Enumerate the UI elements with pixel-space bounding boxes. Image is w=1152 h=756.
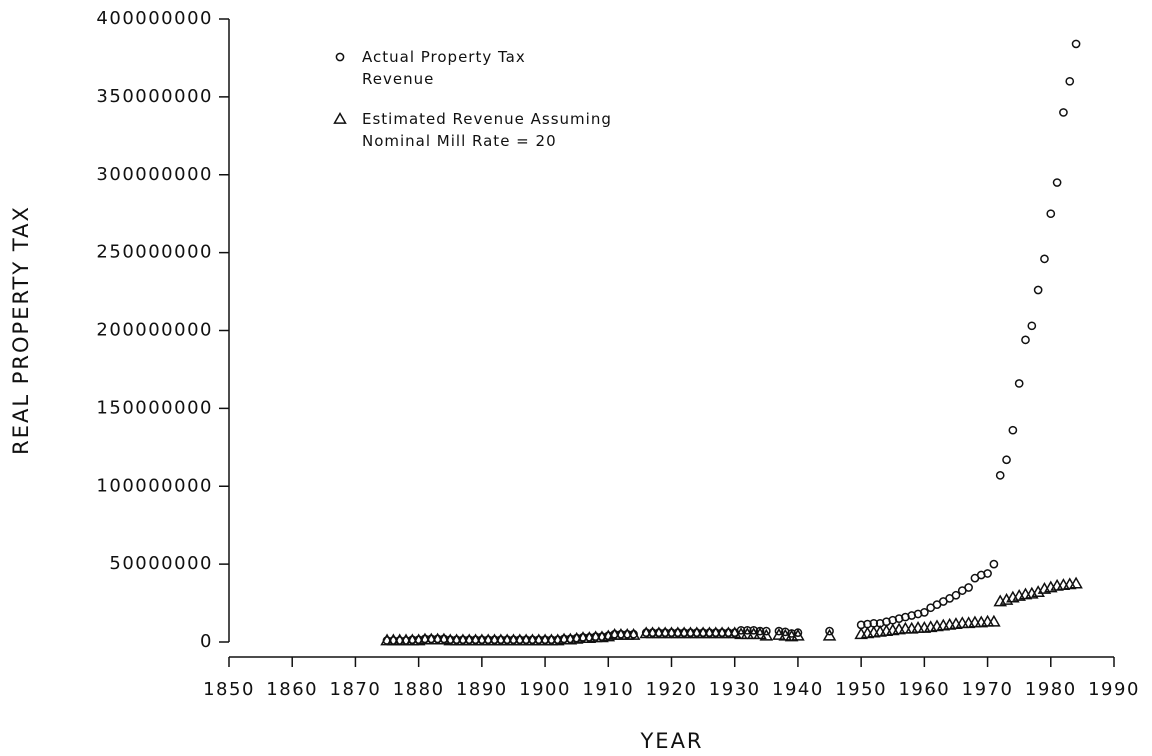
data-point bbox=[822, 628, 837, 641]
data-point bbox=[1021, 335, 1030, 345]
data-point bbox=[1031, 585, 1045, 598]
x-tick-label: 1910 bbox=[582, 679, 634, 700]
legend-label: Estimated Revenue Assuming Nominal Mill … bbox=[362, 110, 612, 150]
x-tick-label: 1900 bbox=[519, 679, 571, 700]
data-point bbox=[727, 626, 742, 639]
data-point bbox=[920, 608, 929, 617]
data-point bbox=[995, 470, 1005, 480]
data-point bbox=[736, 625, 746, 635]
x-tick-label: 1980 bbox=[1025, 679, 1077, 700]
legend-label: Actual Property Tax Revenue bbox=[362, 48, 526, 88]
legend-marker bbox=[335, 52, 345, 62]
data-point bbox=[772, 627, 786, 640]
data-point bbox=[1046, 209, 1056, 219]
x-tick-label: 1890 bbox=[456, 679, 508, 700]
data-point bbox=[761, 626, 771, 636]
data-point bbox=[983, 569, 992, 578]
data-point bbox=[774, 626, 784, 636]
x-tick-label: 1940 bbox=[772, 679, 824, 700]
data-point bbox=[759, 628, 774, 641]
data-point bbox=[1059, 108, 1068, 117]
x-axis-label: YEAR bbox=[639, 729, 703, 753]
x-tick-label: 1870 bbox=[330, 679, 382, 700]
data-point bbox=[1014, 379, 1024, 388]
data-point bbox=[1040, 254, 1049, 264]
data-point bbox=[626, 627, 641, 640]
y-tick-label: 100000000 bbox=[96, 475, 213, 496]
data-point bbox=[951, 590, 961, 600]
x-tick-label: 1860 bbox=[266, 679, 318, 700]
y-tick-label: 50000000 bbox=[109, 553, 213, 574]
x-tick-label: 1930 bbox=[709, 679, 761, 700]
x-tick-label: 1990 bbox=[1088, 679, 1140, 700]
data-point bbox=[1027, 321, 1037, 331]
data-point bbox=[1008, 425, 1018, 435]
data-point bbox=[753, 627, 767, 640]
data-point bbox=[1065, 76, 1075, 86]
data-point bbox=[1033, 285, 1043, 295]
legend-marker bbox=[333, 111, 347, 124]
data-point bbox=[778, 628, 793, 641]
x-tick-label: 1920 bbox=[646, 679, 698, 700]
x-tick-label: 1850 bbox=[203, 679, 255, 700]
data-point bbox=[1052, 178, 1062, 187]
y-tick-label: 0 bbox=[200, 631, 213, 652]
y-tick-label: 400000000 bbox=[96, 8, 213, 29]
data-point bbox=[791, 628, 805, 641]
data-point bbox=[1071, 39, 1081, 49]
y-tick-label: 250000000 bbox=[96, 242, 213, 263]
x-tick-label: 1950 bbox=[835, 679, 887, 700]
y-tick-label: 300000000 bbox=[96, 164, 213, 185]
data-point bbox=[987, 614, 1001, 627]
data-point bbox=[989, 559, 999, 569]
data-point bbox=[743, 625, 752, 635]
data-point bbox=[749, 625, 759, 635]
data-point bbox=[1069, 576, 1083, 589]
data-point bbox=[437, 632, 451, 645]
y-tick-label: 200000000 bbox=[96, 320, 213, 341]
data-point bbox=[1002, 455, 1011, 465]
x-tick-label: 1960 bbox=[898, 679, 950, 700]
data-point bbox=[964, 583, 973, 592]
x-tick-label: 1970 bbox=[962, 679, 1014, 700]
x-tick-label: 1880 bbox=[393, 679, 445, 700]
y-axis-label: REAL PROPERTY TAX bbox=[9, 205, 33, 455]
y-tick-label: 350000000 bbox=[96, 86, 213, 107]
data-point bbox=[825, 626, 834, 636]
y-tick-label: 150000000 bbox=[96, 397, 213, 418]
